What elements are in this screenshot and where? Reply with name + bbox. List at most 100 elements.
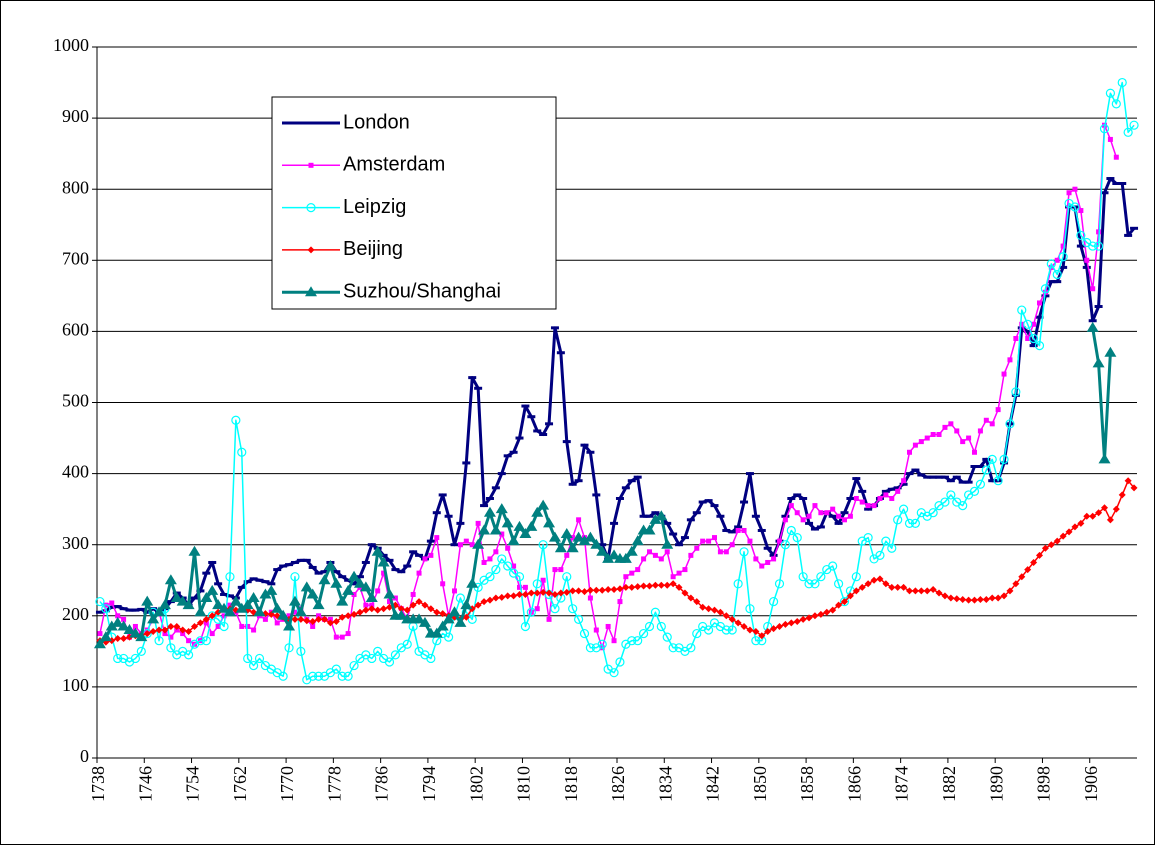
data-point (1104, 346, 1117, 357)
data-point (278, 671, 288, 681)
data-point (906, 587, 913, 595)
data-point (877, 495, 883, 501)
data-point (578, 535, 591, 546)
data-point (917, 587, 925, 595)
data-point (448, 606, 461, 617)
data-point (634, 583, 642, 591)
data-point (981, 465, 991, 475)
data-point (836, 513, 842, 519)
data-point (1046, 259, 1056, 269)
data-point (397, 605, 405, 613)
data-point (1117, 77, 1127, 88)
data-point (1105, 88, 1116, 98)
data-point (1006, 587, 1014, 595)
legend-label: Beijing (343, 238, 403, 260)
data-point (436, 620, 449, 631)
data-point (572, 531, 585, 542)
data-point (480, 598, 488, 606)
data-point (225, 572, 235, 582)
data-point (415, 598, 423, 606)
data-point (575, 587, 583, 595)
data-point (1023, 319, 1033, 329)
data-point (235, 602, 248, 613)
x-tick-label: 1778 (324, 766, 344, 802)
data-point (812, 503, 818, 509)
data-point (656, 621, 666, 632)
data-point (539, 588, 547, 596)
data-point (842, 517, 847, 523)
data-point (1005, 419, 1015, 429)
data-point (229, 595, 242, 606)
data-point (846, 592, 854, 600)
data-point (829, 606, 837, 614)
data-point (793, 617, 801, 625)
data-point (946, 490, 956, 500)
data-point (196, 619, 204, 627)
data-point (548, 531, 561, 542)
data-point (929, 585, 937, 593)
x-tick-label: 1842 (703, 766, 723, 802)
x-tick-label: 1850 (750, 766, 770, 802)
data-point (191, 622, 198, 630)
data-point (183, 650, 194, 660)
x-tick-label: 1762 (230, 766, 250, 802)
data-point (976, 595, 984, 603)
data-point (893, 515, 903, 525)
data-point (143, 630, 151, 638)
y-tick-label: 200 (62, 604, 89, 624)
data-point (209, 631, 215, 637)
data-point (740, 622, 748, 630)
data-point (662, 632, 672, 642)
data-point (1106, 516, 1114, 524)
data-point (835, 601, 843, 609)
data-point (994, 594, 1002, 602)
data-point (960, 439, 966, 445)
data-point (1025, 336, 1031, 342)
data-point (965, 596, 973, 604)
data-point (623, 574, 629, 580)
data-point (781, 620, 789, 628)
data-point (975, 479, 986, 489)
data-point (686, 643, 696, 653)
legend-marker (306, 203, 316, 213)
data-point (120, 635, 128, 643)
data-point (728, 615, 736, 623)
data-point (231, 415, 241, 425)
data-point (649, 513, 662, 524)
data-point (149, 627, 157, 635)
data-point (498, 593, 506, 601)
data-point (517, 584, 522, 590)
y-tick-label: 400 (62, 462, 89, 482)
data-point (343, 671, 353, 681)
data-point (817, 610, 825, 618)
data-point (132, 623, 138, 629)
legend (271, 96, 557, 310)
data-point (469, 542, 475, 548)
data-point (312, 599, 325, 610)
data-point (1047, 541, 1055, 549)
data-point (1065, 528, 1073, 536)
data-point (804, 579, 814, 589)
data-point (729, 542, 735, 548)
data-point (215, 623, 221, 629)
data-point (201, 636, 211, 646)
data-point (972, 449, 977, 455)
data-point (1086, 321, 1099, 332)
data-point (758, 632, 766, 640)
data-point (1031, 321, 1037, 327)
data-point (487, 556, 493, 562)
data-point (1053, 537, 1061, 545)
data-point (219, 621, 229, 632)
legend-marker (308, 162, 314, 168)
data-point (486, 596, 494, 604)
data-point (170, 592, 183, 603)
legend-label: Leipzig (343, 196, 406, 218)
data-point (552, 567, 558, 573)
data-point (930, 431, 936, 437)
data-point (402, 639, 412, 649)
data-point (1101, 504, 1108, 512)
data-point (721, 625, 731, 635)
data-point (1093, 241, 1104, 251)
data-point (336, 595, 349, 606)
data-point (288, 595, 301, 606)
